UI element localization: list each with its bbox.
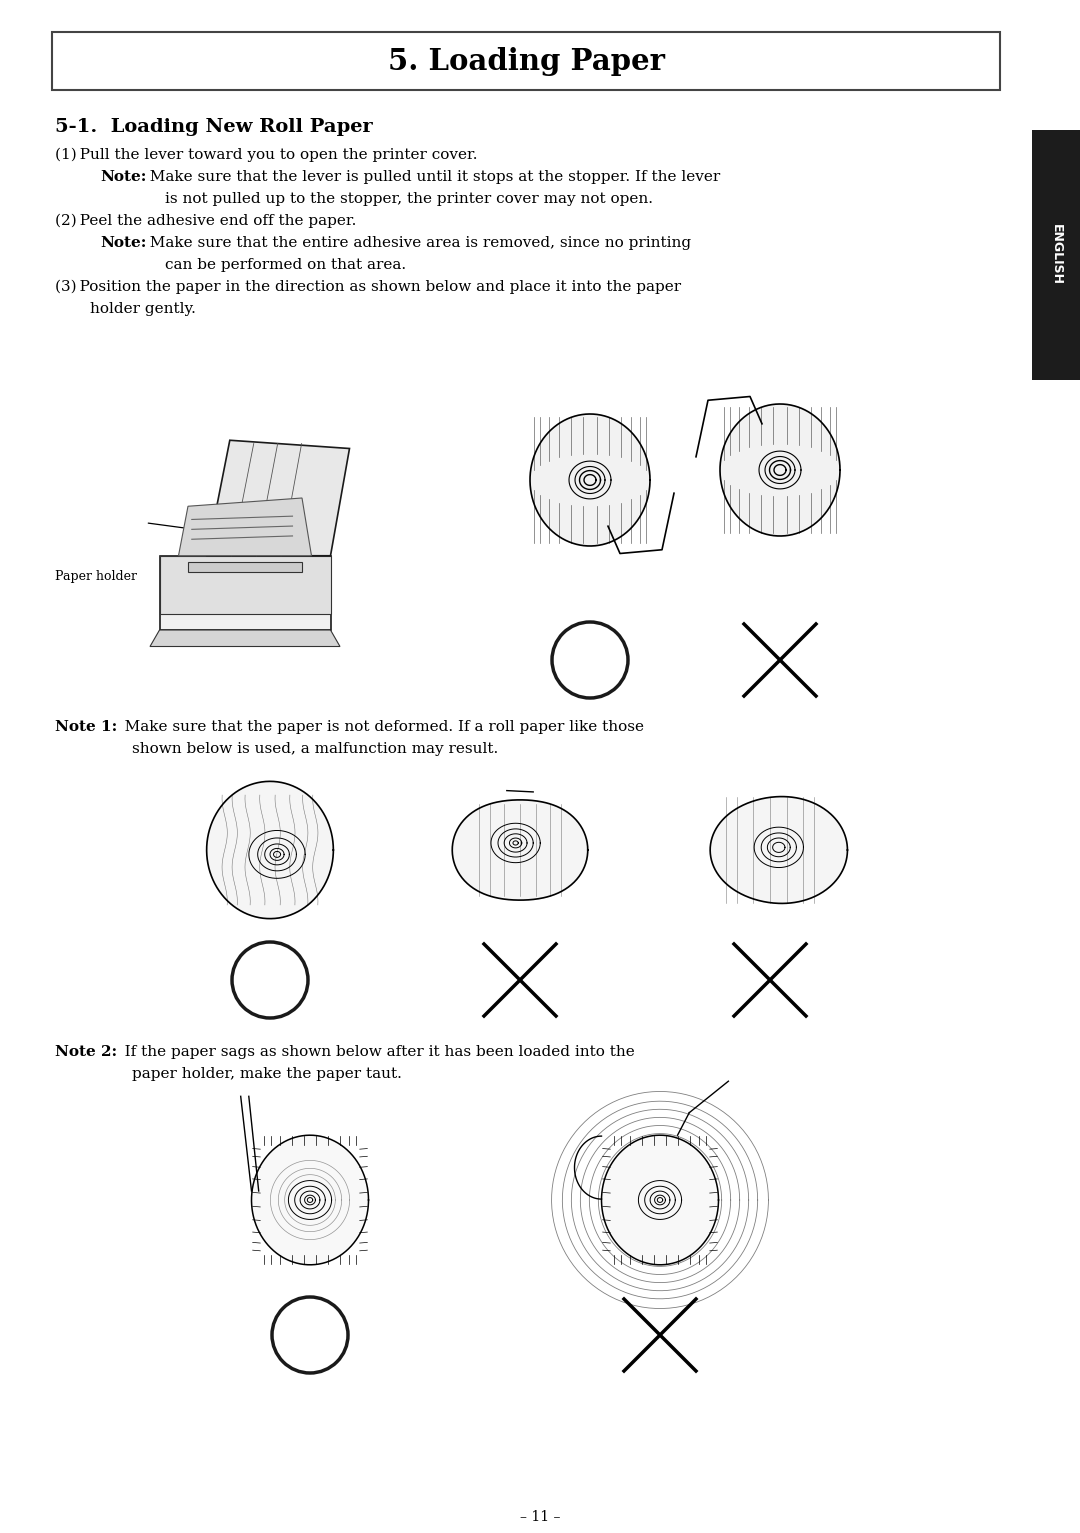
Text: Make sure that the entire adhesive area is removed, since no printing: Make sure that the entire adhesive area … [139, 236, 691, 250]
Text: Make sure that the lever is pulled until it stops at the stopper. If the lever: Make sure that the lever is pulled until… [139, 170, 720, 184]
Polygon shape [160, 556, 330, 613]
Text: Note:: Note: [100, 170, 147, 184]
Text: – 11 –: – 11 – [519, 1510, 561, 1524]
Polygon shape [206, 782, 334, 918]
Circle shape [232, 941, 308, 1018]
Text: Make sure that the paper is not deformed. If a roll paper like those: Make sure that the paper is not deformed… [110, 721, 645, 734]
Polygon shape [530, 414, 650, 546]
Circle shape [272, 1297, 348, 1374]
Bar [52, 32, 1000, 90]
Text: Note 2:: Note 2: [55, 1046, 117, 1059]
Polygon shape [150, 630, 340, 647]
Polygon shape [207, 440, 350, 556]
Text: is not pulled up to the stopper, the printer cover may not open.: is not pulled up to the stopper, the pri… [165, 192, 653, 205]
Text: (2) Peel the adhesive end off the paper.: (2) Peel the adhesive end off the paper. [55, 215, 356, 228]
Text: 5-1.  Loading New Roll Paper: 5-1. Loading New Roll Paper [55, 118, 373, 136]
Polygon shape [711, 797, 848, 903]
Bar [188, 563, 302, 572]
Text: ENGLISH: ENGLISH [1050, 224, 1063, 285]
Text: shown below is used, a malfunction may result.: shown below is used, a malfunction may r… [132, 742, 498, 756]
Polygon shape [453, 800, 588, 900]
Text: 5. Loading Paper: 5. Loading Paper [388, 46, 664, 75]
Text: Note:: Note: [100, 236, 147, 250]
Polygon shape [160, 556, 330, 630]
Text: paper holder, make the paper taut.: paper holder, make the paper taut. [132, 1067, 402, 1081]
Text: (1) Pull the lever toward you to open the printer cover.: (1) Pull the lever toward you to open th… [55, 149, 477, 162]
Polygon shape [602, 1136, 718, 1265]
Polygon shape [252, 1136, 368, 1265]
Polygon shape [178, 498, 311, 556]
Text: Paper holder: Paper holder [55, 570, 137, 583]
Bar [1032, 130, 1080, 380]
Text: can be performed on that area.: can be performed on that area. [165, 258, 406, 271]
Circle shape [552, 622, 627, 698]
Text: If the paper sags as shown below after it has been loaded into the: If the paper sags as shown below after i… [110, 1046, 635, 1059]
Text: holder gently.: holder gently. [90, 302, 195, 316]
Text: Note 1:: Note 1: [55, 721, 118, 734]
Polygon shape [720, 405, 840, 537]
Text: (3) Position the paper in the direction as shown below and place it into the pap: (3) Position the paper in the direction … [55, 281, 681, 294]
